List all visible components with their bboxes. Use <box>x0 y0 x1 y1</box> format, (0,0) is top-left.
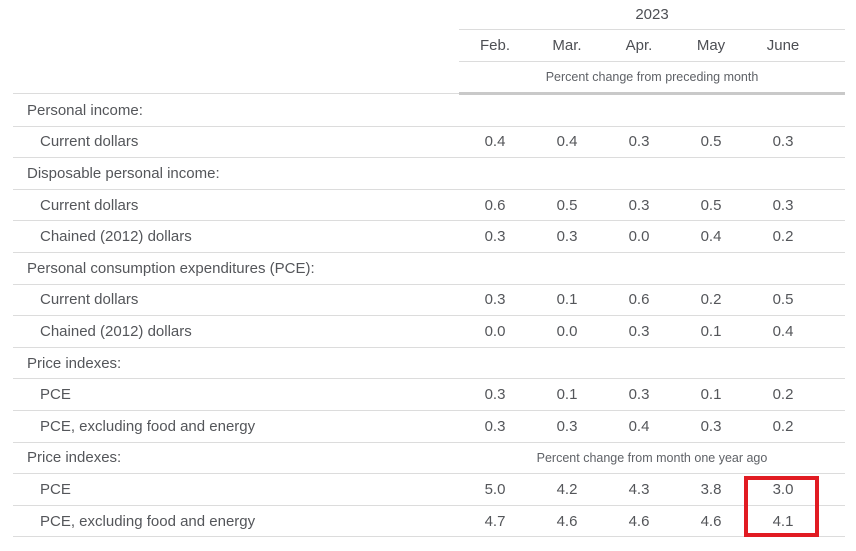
cell-value: 0.1 <box>675 378 747 411</box>
cell-value: 3.8 <box>675 473 747 506</box>
table-row: PCE, excluding food and energy 4.7 4.6 4… <box>13 505 845 538</box>
empty-corner <box>13 30 459 62</box>
month-header-row: Feb. Mar. Apr. May June <box>13 29 845 62</box>
spacer-cell <box>819 29 845 62</box>
row-label: Current dollars <box>13 284 459 317</box>
row-label-group: Disposable personal income: <box>13 157 845 190</box>
cell-value: 0.2 <box>675 284 747 317</box>
column-header-mar: Mar. <box>531 29 603 62</box>
table-row: Chained (2012) dollars 0.0 0.0 0.3 0.1 0… <box>13 315 845 348</box>
row-label: Chained (2012) dollars <box>13 220 459 253</box>
cell-value: 4.2 <box>531 473 603 506</box>
personal-income-table: 2023 Feb. Mar. Apr. May June Percent cha… <box>13 0 845 538</box>
cell-value: 0.1 <box>531 284 603 317</box>
cell-value: 0.6 <box>459 189 531 222</box>
year-header: 2023 <box>459 0 845 30</box>
cell-value: 0.3 <box>747 189 819 222</box>
table-row: Price indexes: <box>13 347 845 380</box>
table-row: Price indexes: Percent change from month… <box>13 442 845 475</box>
column-header-feb: Feb. <box>459 29 531 62</box>
row-label-group: Personal income: <box>13 93 845 127</box>
table-row: Chained (2012) dollars 0.3 0.3 0.0 0.4 0… <box>13 220 845 253</box>
table-row: Current dollars 0.4 0.4 0.3 0.5 0.3 <box>13 126 845 159</box>
spacer-cell <box>819 378 845 411</box>
cell-value: 0.5 <box>531 189 603 222</box>
spacer-cell <box>819 284 845 317</box>
table-row: PCE, excluding food and energy 0.3 0.3 0… <box>13 410 845 443</box>
column-header-june: June <box>747 29 819 62</box>
row-label-group: Price indexes: <box>13 347 845 380</box>
spacer-cell <box>819 473 845 506</box>
cell-value: 0.4 <box>531 126 603 159</box>
cell-value: 0.0 <box>603 220 675 253</box>
cell-value: 0.4 <box>747 315 819 348</box>
spacer-cell <box>819 505 845 538</box>
cell-value: 4.6 <box>603 505 675 538</box>
cell-value: 0.0 <box>531 315 603 348</box>
cell-value: 0.5 <box>675 126 747 159</box>
row-label: Chained (2012) dollars <box>13 315 459 348</box>
cell-value: 0.6 <box>603 284 675 317</box>
cell-value: 0.3 <box>459 284 531 317</box>
cell-value: 0.2 <box>747 410 819 443</box>
cell-value: 0.3 <box>459 220 531 253</box>
row-label-group: Personal consumption expenditures (PCE): <box>13 252 845 285</box>
row-label: Current dollars <box>13 189 459 222</box>
table-row: Current dollars 0.3 0.1 0.6 0.2 0.5 <box>13 284 845 317</box>
cell-value: 0.3 <box>531 220 603 253</box>
cell-value: 0.3 <box>459 378 531 411</box>
cell-value: 4.6 <box>531 505 603 538</box>
row-label: PCE <box>13 473 459 506</box>
spacer-cell <box>819 410 845 443</box>
row-label: PCE, excluding food and energy <box>13 505 459 538</box>
cell-value: 0.3 <box>747 126 819 159</box>
cell-value: 0.1 <box>531 378 603 411</box>
cell-value: 0.3 <box>603 378 675 411</box>
cell-value: 4.6 <box>675 505 747 538</box>
cell-value: 0.4 <box>603 410 675 443</box>
cell-value: 4.3 <box>603 473 675 506</box>
row-label: PCE <box>13 378 459 411</box>
cell-value: 0.4 <box>459 126 531 159</box>
row-label: Current dollars <box>13 126 459 159</box>
cell-value: 0.3 <box>603 315 675 348</box>
empty-corner <box>13 61 459 94</box>
cell-value: 0.0 <box>459 315 531 348</box>
column-header-apr: Apr. <box>603 29 675 62</box>
cell-value: 5.0 <box>459 473 531 506</box>
year-header-row: 2023 <box>13 0 845 30</box>
table-row: Current dollars 0.6 0.5 0.3 0.5 0.3 <box>13 189 845 222</box>
cell-value: 0.4 <box>675 220 747 253</box>
cell-value: 0.2 <box>747 220 819 253</box>
table-row: PCE 0.3 0.1 0.3 0.1 0.2 <box>13 378 845 411</box>
table-row: Disposable personal income: <box>13 157 845 190</box>
cell-value: 0.2 <box>747 378 819 411</box>
cell-value: 0.3 <box>603 126 675 159</box>
column-header-may: May <box>675 29 747 62</box>
unit-note-year-ago: Percent change from month one year ago <box>459 442 845 475</box>
row-label: PCE, excluding food and energy <box>13 410 459 443</box>
unit-note-preceding-month: Percent change from preceding month <box>459 61 845 95</box>
highlight-box <box>744 476 819 537</box>
cell-value: 0.3 <box>459 410 531 443</box>
spacer-cell <box>819 220 845 253</box>
table-row: Personal consumption expenditures (PCE): <box>13 252 845 285</box>
cell-value: 0.3 <box>603 189 675 222</box>
cell-value: 0.5 <box>747 284 819 317</box>
empty-corner <box>13 0 459 30</box>
spacer-cell <box>819 315 845 348</box>
cell-value: 0.3 <box>531 410 603 443</box>
spacer-cell <box>819 189 845 222</box>
cell-value: 0.1 <box>675 315 747 348</box>
cell-value: 0.5 <box>675 189 747 222</box>
table-row: PCE 5.0 4.2 4.3 3.8 3.0 <box>13 473 845 506</box>
cell-value: 0.3 <box>675 410 747 443</box>
cell-value: 4.7 <box>459 505 531 538</box>
row-label-group: Price indexes: <box>13 442 459 475</box>
spacer-cell <box>819 126 845 159</box>
table-row: Personal income: <box>13 93 845 127</box>
unit-note-row: Percent change from preceding month <box>13 61 845 95</box>
